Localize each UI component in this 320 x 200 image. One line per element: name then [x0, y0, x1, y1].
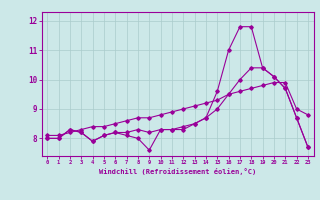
- X-axis label: Windchill (Refroidissement éolien,°C): Windchill (Refroidissement éolien,°C): [99, 168, 256, 175]
